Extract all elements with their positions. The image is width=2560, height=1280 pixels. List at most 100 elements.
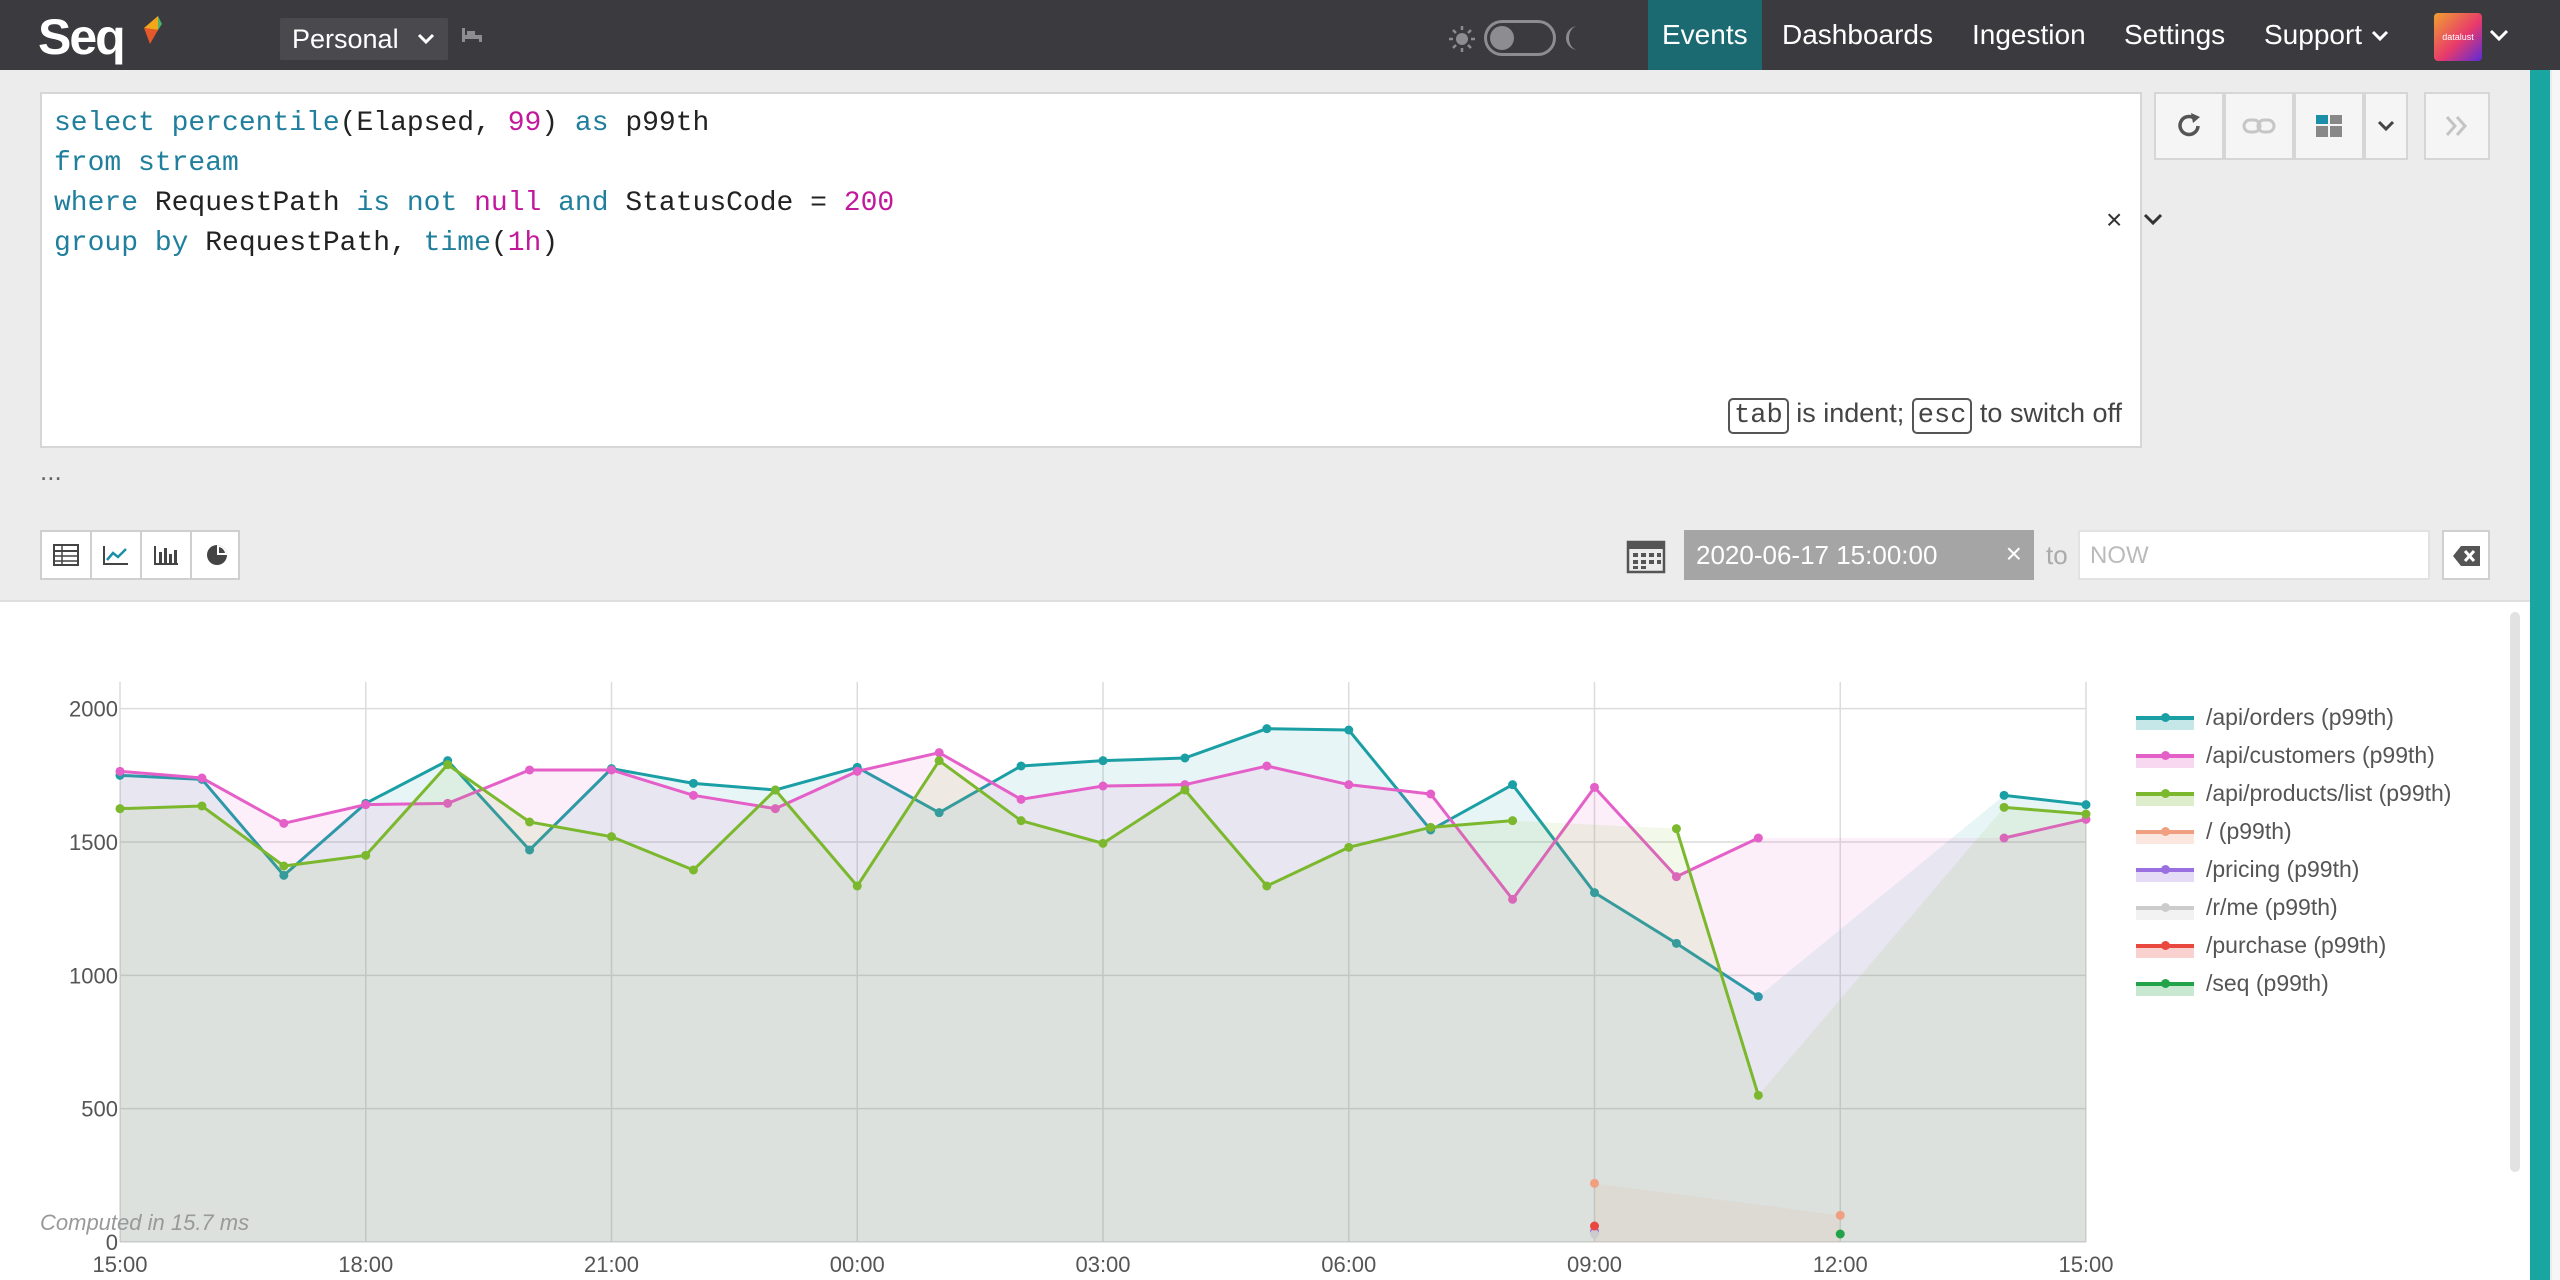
results-scrollbar[interactable] <box>2510 612 2520 1172</box>
hint-text-switch: to switch off <box>1979 398 2122 428</box>
data-point <box>1753 1090 1763 1100</box>
chevron-down-icon[interactable] <box>2488 24 2510 46</box>
query-token: 99 <box>507 108 542 139</box>
query-code[interactable]: select percentile(Elapsed, 99) as p99th f… <box>54 104 894 264</box>
chevron-down-icon[interactable] <box>2142 208 2164 230</box>
calendar-icon[interactable] <box>1626 538 1666 574</box>
data-point <box>1508 780 1518 790</box>
line-chart-view-button[interactable] <box>92 532 142 578</box>
workspace-selector[interactable]: Personal <box>280 18 448 60</box>
y-tick-label: 2000 <box>69 697 118 722</box>
legend-item[interactable]: /purchase (p99th) <box>2136 926 2451 964</box>
page-scrollbar[interactable] <box>2552 70 2560 1280</box>
data-point <box>1426 789 1436 799</box>
data-point <box>279 870 289 880</box>
data-point <box>1999 833 2009 843</box>
x-tick-label: 09:00 <box>1567 1252 1622 1277</box>
refresh-button[interactable] <box>2154 92 2224 160</box>
clear-query-button[interactable]: × <box>2106 204 2123 235</box>
query-editor[interactable]: select percentile(Elapsed, 99) as p99th f… <box>40 92 2163 448</box>
data-point <box>1508 894 1518 904</box>
nav-ingestion[interactable]: Ingestion <box>1972 19 2086 50</box>
signal-indicator[interactable] <box>2530 70 2550 1280</box>
refresh-icon <box>2178 113 2200 137</box>
table-view-button[interactable] <box>42 532 92 578</box>
series-line <box>2003 805 2087 816</box>
pie-chart-view-button[interactable] <box>192 532 242 578</box>
nav-events[interactable]: Events <box>1648 0 1762 70</box>
legend-swatch-dot <box>2161 979 2170 988</box>
theme-toggle[interactable] <box>1484 20 1556 56</box>
range-from-field[interactable]: 2020-06-17 15:00:00 × <box>1684 530 2034 580</box>
chevron-down-icon <box>2377 120 2395 132</box>
data-point <box>115 766 125 776</box>
legend-label: /api/orders (p99th) <box>2206 704 2394 730</box>
clear-from-button[interactable]: × <box>2005 538 2022 569</box>
legend-label: /purchase (p99th) <box>2206 932 2387 958</box>
data-point <box>1098 756 1108 766</box>
legend-item[interactable]: /api/products/list (p99th) <box>2136 774 2451 812</box>
legend-label: /api/customers (p99th) <box>2206 742 2435 768</box>
x-tick-label: 03:00 <box>1075 1252 1130 1277</box>
nav-settings[interactable]: Settings <box>2124 19 2226 50</box>
query-token: from <box>54 148 139 179</box>
seq-logo[interactable]: Seq <box>38 9 126 65</box>
legend-label: /seq (p99th) <box>2206 970 2329 996</box>
data-point <box>770 785 780 795</box>
more-options[interactable]: ... <box>40 456 62 486</box>
series-area <box>120 760 2086 1242</box>
nav-support[interactable]: Support <box>2250 0 2404 70</box>
series-area <box>120 728 2086 1242</box>
legend-item[interactable]: /api/customers (p99th) <box>2136 736 2451 774</box>
series-area <box>1594 1183 1841 1242</box>
legend-swatch-dot <box>2161 713 2170 722</box>
data-point <box>1426 822 1436 832</box>
query-token: stream <box>138 148 239 179</box>
x-tick-label: 00:00 <box>830 1252 885 1277</box>
data-point <box>197 801 207 811</box>
legend-item[interactable]: /seq (p99th) <box>2136 964 2451 1002</box>
series-line <box>2003 793 2087 807</box>
legend-item[interactable]: /pricing (p99th) <box>2136 850 2451 888</box>
query-token: group by <box>54 228 206 259</box>
hint-text-indent: is indent; <box>1796 398 1905 428</box>
query-token: 1h <box>507 228 542 259</box>
data-point <box>1180 753 1190 763</box>
legend-item[interactable]: /r/me (p99th) <box>2136 888 2451 926</box>
query-line[interactable]: where RequestPath is not null and Status… <box>54 184 894 224</box>
data-point <box>1262 881 1272 891</box>
bar-chart-view-button[interactable] <box>142 532 192 578</box>
data-point <box>525 765 535 775</box>
query-line[interactable]: from stream <box>54 144 894 184</box>
clear-range-button[interactable] <box>2442 530 2490 580</box>
query-line[interactable]: select percentile(Elapsed, 99) as p99th <box>54 104 894 144</box>
legend-swatch-fill <box>2136 796 2194 806</box>
data-point <box>1753 992 1763 1002</box>
editor-hint: tab is indent; esc to switch off <box>1728 398 2122 434</box>
data-point <box>361 800 371 810</box>
data-point <box>1835 1210 1845 1220</box>
backspace-icon <box>2453 546 2480 566</box>
legend-swatch-dot <box>2161 827 2170 836</box>
data-point <box>934 748 944 758</box>
legend-item[interactable]: / (p99th) <box>2136 812 2451 850</box>
legend-swatch-fill <box>2136 720 2194 730</box>
bed-icon[interactable] <box>460 26 484 44</box>
legend-swatch-fill <box>2136 758 2194 768</box>
user-avatar[interactable]: datalust <box>2434 13 2482 61</box>
nav-dashboards[interactable]: Dashboards <box>1782 19 1933 50</box>
legend-item[interactable]: /api/orders (p99th) <box>2136 698 2451 736</box>
legend-label: /r/me (p99th) <box>2206 894 2338 920</box>
link-button[interactable] <box>2224 92 2294 160</box>
y-tick-label: 500 <box>81 1097 118 1122</box>
dashboard-menu-button[interactable] <box>2364 92 2408 160</box>
timeseries-chart[interactable]: 0 500 1000 1500 2000 15:00 18:00 21:00 00:00 03:0… <box>0 602 2520 1280</box>
query-token: ( <box>490 228 508 259</box>
data-point <box>1999 790 2009 800</box>
range-to-field[interactable]: NOW <box>2078 530 2430 580</box>
data-point <box>115 804 125 814</box>
add-to-dashboard-button[interactable] <box>2294 92 2364 160</box>
expand-panel-button[interactable] <box>2424 92 2490 160</box>
query-token: null <box>474 188 559 219</box>
query-line[interactable]: group by RequestPath, time(1h) <box>54 224 894 264</box>
